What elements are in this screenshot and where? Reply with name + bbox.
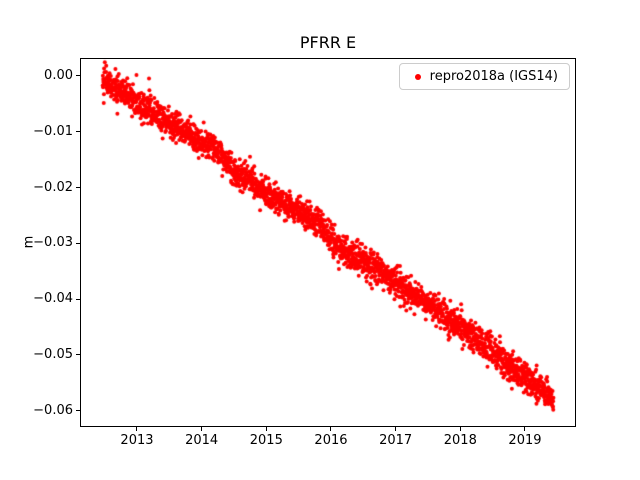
x-tick-mark [201, 427, 203, 431]
x-tick-label: 2019 [508, 433, 542, 448]
y-tick-mark [76, 410, 80, 412]
x-tick-mark [330, 427, 332, 431]
legend: repro2018a (IGS14) [398, 63, 570, 90]
legend-entry-label: repro2018a (IGS14) [429, 69, 558, 84]
x-tick-mark [265, 427, 267, 431]
x-tick-label: 2016 [314, 433, 348, 448]
chart-title: PFRR E [299, 33, 357, 52]
y-tick-mark [76, 131, 80, 133]
y-tick-mark [76, 354, 80, 356]
y-tick-label: −0.04 [33, 291, 73, 307]
x-tick-label: 2015 [249, 433, 283, 448]
y-tick-label: −0.05 [33, 346, 73, 362]
y-tick-label: −0.01 [33, 123, 73, 139]
y-tick-mark [76, 187, 80, 188]
x-tick-mark [395, 427, 397, 431]
y-tick-mark [76, 242, 80, 244]
y-tick-mark [76, 298, 80, 300]
x-tick-label: 2017 [379, 433, 413, 448]
y-tick-label: −0.06 [33, 402, 73, 418]
x-tick-label: 2018 [443, 433, 477, 448]
x-tick-mark [136, 427, 138, 431]
x-tick-label: 2013 [120, 433, 154, 448]
y-tick-label: −0.02 [33, 179, 73, 195]
x-tick-mark [524, 427, 526, 431]
y-tick-label: −0.03 [33, 235, 73, 251]
y-tick-label: 0.00 [44, 67, 73, 83]
y-tick-mark [76, 75, 80, 77]
x-tick-label: 2014 [185, 433, 219, 448]
x-tick-mark [459, 427, 461, 431]
legend-marker-dot [414, 73, 421, 80]
